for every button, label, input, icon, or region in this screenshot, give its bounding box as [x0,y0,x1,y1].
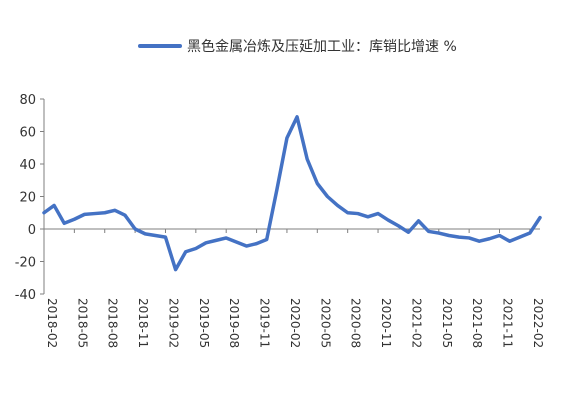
series-point [194,247,197,250]
y-tick-label: 60 [19,126,36,141]
series-point [508,240,511,243]
series-point [356,212,359,215]
y-tick-label: -40 [15,288,36,303]
x-tick-label: 2018-05 [75,298,89,348]
series-point [326,195,329,198]
series-point [539,216,542,219]
series-point [245,245,248,248]
series-point [306,158,309,161]
x-tick-label: 2020-08 [349,298,363,348]
series-point [215,239,218,242]
series-point [83,213,86,216]
series-point [468,236,471,239]
series-point [113,209,116,212]
series-point [164,236,167,239]
x-tick-label: 2020-05 [318,298,332,348]
x-tick-label: 2019-02 [166,298,180,348]
y-tick-label: 20 [19,191,36,206]
series-point [498,234,501,237]
legend: 黑色金属冶炼及压延加工业：库销比增速 % [138,38,457,55]
series-point [346,211,349,214]
series-point [275,189,278,192]
x-tick-label: 2019-11 [258,298,272,348]
series-point [63,222,66,225]
x-tick-label: 2022-02 [531,298,545,348]
series-point [437,232,440,235]
series-point [204,241,207,244]
series-point [53,204,56,207]
y-tick-label: -20 [15,256,36,271]
x-tick-label: 2019-05 [197,298,211,348]
series-point [488,237,491,240]
series-point [103,211,106,214]
x-tick-label: 2020-11 [379,298,393,348]
series-point [225,236,228,239]
series-point [407,231,410,234]
legend-label: 黑色金属冶炼及压延加工业：库销比增速 % [187,38,457,55]
series-point [144,232,147,235]
series-point [174,268,177,271]
x-tick-label: 2019-08 [227,298,241,348]
series-point [134,228,137,231]
series-line [42,115,542,272]
series-point [285,137,288,140]
series-point [154,234,157,237]
series-point [447,234,450,237]
series-point [528,232,531,235]
series-point [73,218,76,221]
x-tick-label: 2021-02 [409,298,423,348]
y-ticks: 80 60 40 20 0 -20 -40 [15,93,44,303]
series-point [387,219,390,222]
series-point [458,236,461,239]
series-point [255,242,258,245]
x-tick-label: 2018-11 [136,298,150,348]
y-tick-label: 80 [19,93,36,108]
x-tick-label: 2021-08 [470,298,484,348]
series-point [518,236,521,239]
series-point [296,115,299,118]
x-ticks: 2018-02 2018-05 2018-08 2018-11 2019-02 2019-… [43,229,545,348]
x-tick-label: 2020-02 [288,298,302,348]
series-point [377,212,380,215]
series-point [366,215,369,218]
series-point [427,230,430,233]
x-tick-label: 2018-08 [106,298,120,348]
y-tick-label: 40 [19,158,36,173]
series-point [397,224,400,227]
series-layer [42,115,542,272]
series-point [417,219,420,222]
series-point [235,241,238,244]
x-tick-label: 2021-11 [501,298,515,348]
series-point [478,240,481,243]
series-point [43,211,46,214]
series-point [184,250,187,253]
series-point [93,212,96,215]
series-point [316,182,319,185]
series-point [123,214,126,217]
series-point [336,204,339,207]
x-tick-label: 2018-02 [45,298,59,348]
series-point [265,238,268,241]
y-tick-label: 0 [28,223,36,238]
x-tick-label: 2021-05 [440,298,454,348]
